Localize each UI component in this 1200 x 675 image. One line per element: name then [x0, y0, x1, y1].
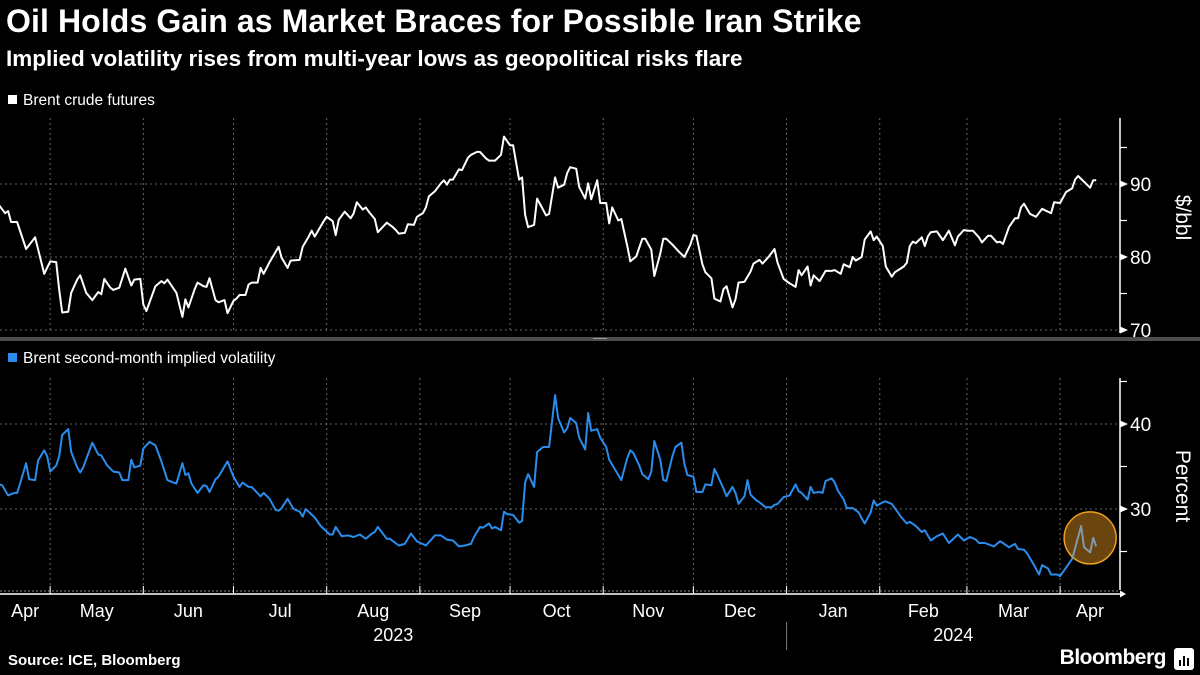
- y-tick-label: 90: [1130, 175, 1151, 196]
- y-axis-title: $/bbl: [1171, 195, 1194, 241]
- year-label: 2024: [933, 625, 973, 645]
- chart-subtitle: Implied volatility rises from multi-year…: [6, 46, 743, 71]
- year-label: 2023: [373, 625, 413, 645]
- x-tick-label: Apr: [1076, 601, 1104, 621]
- bloomberg-chart-icon: [1174, 648, 1194, 670]
- bloomberg-logo: Bloomberg: [1059, 646, 1167, 669]
- y-axis-title: Percent: [1171, 450, 1194, 523]
- legend-swatch: [8, 353, 17, 362]
- x-tick-label: May: [80, 601, 114, 621]
- y-tick-label: 40: [1130, 415, 1151, 436]
- x-tick-label: Jun: [174, 601, 203, 621]
- legend-swatch: [8, 95, 17, 104]
- y-tick-label: 80: [1130, 248, 1151, 269]
- panel-divider-handle: [593, 338, 607, 339]
- x-tick-label: Mar: [998, 601, 1029, 621]
- y-tick-marker: [1120, 253, 1128, 261]
- y-tick-marker: [1120, 420, 1128, 428]
- y-tick-label: 70: [1130, 321, 1151, 342]
- x-tick-label: Sep: [449, 601, 481, 621]
- chart-title: Oil Holds Gain as Market Braces for Poss…: [6, 3, 862, 39]
- x-tick-label: Apr: [11, 601, 39, 621]
- highlight-circle: [1063, 511, 1117, 565]
- y-tick-marker: [1120, 326, 1128, 334]
- y-tick-marker: [1120, 180, 1128, 188]
- legend-label: Brent crude futures: [23, 92, 155, 109]
- x-axis-arrow: [1120, 590, 1126, 598]
- y-tick-marker: [1120, 505, 1128, 513]
- x-tick-label: Dec: [724, 601, 756, 621]
- x-tick-label: Nov: [632, 601, 664, 621]
- volatility-line: [0, 394, 1073, 578]
- x-tick-label: Jul: [269, 601, 292, 621]
- x-tick-label: Jan: [819, 601, 848, 621]
- x-tick-label: Aug: [357, 601, 389, 621]
- x-tick-label: Feb: [908, 601, 939, 621]
- price-line: [0, 135, 1097, 318]
- legend-label: Brent second-month implied volatility: [23, 350, 276, 367]
- y-tick-label: 30: [1130, 500, 1151, 521]
- volatility-line-highlighted: [1071, 525, 1098, 560]
- x-tick-label: Oct: [543, 601, 571, 621]
- source-note: Source: ICE, Bloomberg: [8, 652, 181, 669]
